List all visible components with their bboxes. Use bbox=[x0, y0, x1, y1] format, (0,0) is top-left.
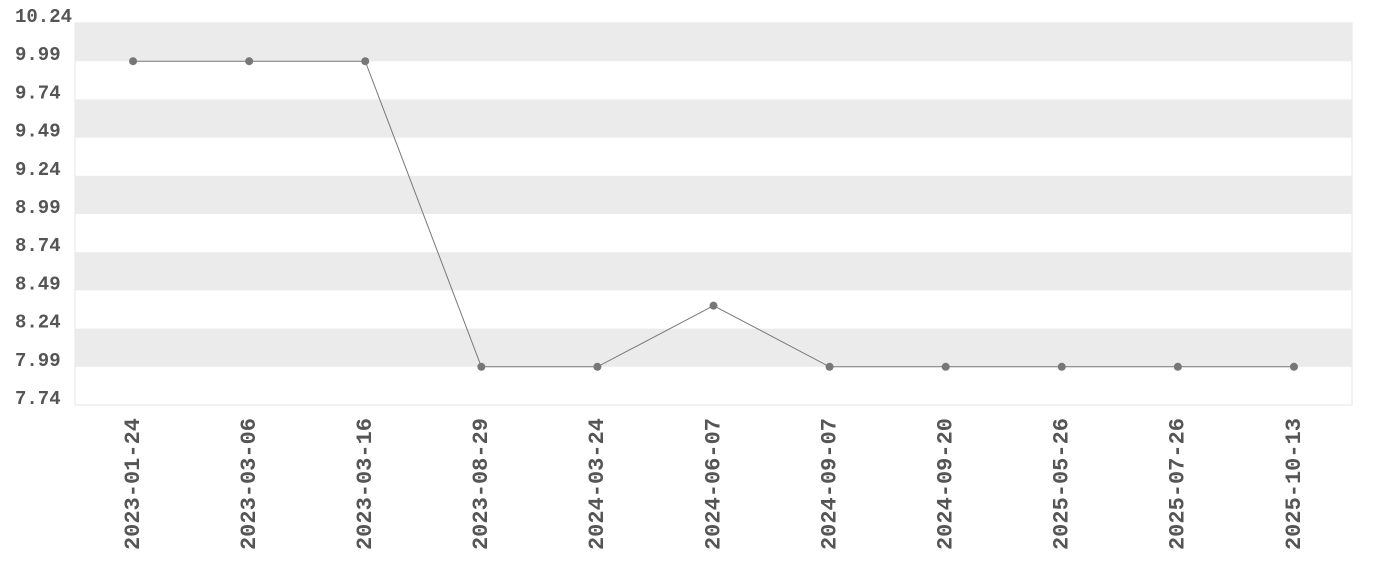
point bbox=[593, 362, 602, 371]
point bbox=[245, 57, 254, 66]
x-tick-label: 2023-03-06 bbox=[237, 418, 262, 550]
point bbox=[709, 301, 718, 310]
y-tick-label: 7.99 bbox=[15, 350, 61, 372]
y-tick-label: 8.99 bbox=[15, 197, 61, 219]
point bbox=[361, 57, 370, 66]
x-tick-label: 2023-03-16 bbox=[353, 418, 378, 550]
x-tick-label: 2025-05-26 bbox=[1050, 418, 1075, 550]
y-tick-label: 9.99 bbox=[15, 44, 61, 66]
point bbox=[825, 362, 834, 371]
point bbox=[477, 362, 486, 371]
x-tick-label: 2024-09-07 bbox=[817, 418, 842, 550]
y-tick-label: 8.24 bbox=[15, 312, 61, 334]
y-tick-label: 8.49 bbox=[15, 273, 61, 295]
y-tick-label: 9.49 bbox=[15, 121, 61, 143]
x-tick-label: 2023-08-29 bbox=[469, 418, 494, 550]
x-tick-label: 2025-07-26 bbox=[1166, 418, 1191, 550]
y-tick-label: 10.24 bbox=[15, 6, 72, 28]
x-tick-label: 2024-09-20 bbox=[933, 418, 958, 550]
grid-band bbox=[75, 175, 1352, 214]
point bbox=[941, 362, 950, 371]
grid-band bbox=[75, 23, 1352, 62]
grid-band bbox=[75, 99, 1352, 138]
point bbox=[129, 57, 138, 66]
x-tick-label: 2024-03-24 bbox=[585, 418, 610, 550]
grid-band bbox=[75, 328, 1352, 367]
y-tick-label: 8.74 bbox=[15, 235, 61, 257]
y-tick-label: 9.24 bbox=[15, 159, 61, 181]
x-tick-label: 2025-10-13 bbox=[1282, 418, 1307, 550]
y-tick-label: 7.74 bbox=[15, 388, 61, 410]
point bbox=[1173, 362, 1182, 371]
y-tick-label: 9.74 bbox=[15, 82, 61, 104]
grid-band bbox=[75, 252, 1352, 291]
point bbox=[1057, 362, 1066, 371]
point bbox=[1289, 362, 1298, 371]
x-tick-label: 2024-06-07 bbox=[701, 418, 726, 550]
x-tick-label: 2023-01-24 bbox=[121, 418, 146, 550]
